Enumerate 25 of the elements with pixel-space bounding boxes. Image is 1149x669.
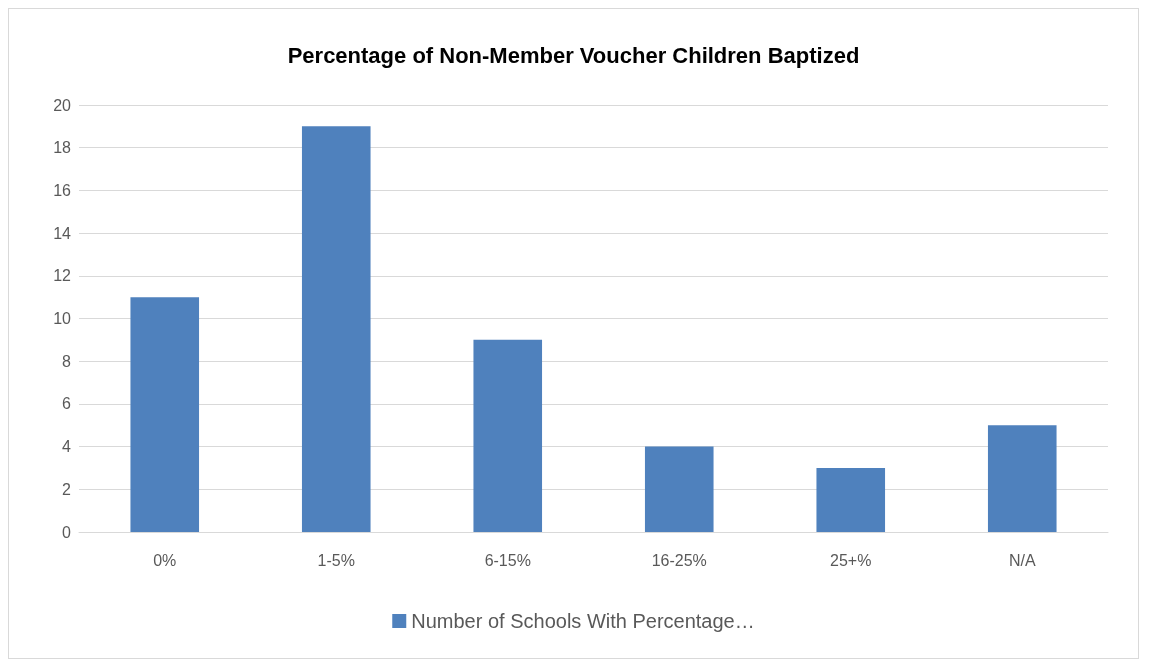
x-tick-label: 16-25% [651,551,707,569]
y-tick-label: 16 [53,181,72,199]
x-tick-label: 1-5% [317,551,355,569]
bar [644,446,714,532]
bar [816,467,886,532]
bar [987,425,1057,532]
legend-label: Number of Schools With Percentage… [411,610,755,632]
y-tick-label: 14 [53,224,72,242]
x-tick-label: 0% [153,551,177,569]
x-tick-label: N/A [1008,551,1036,569]
x-tick-label: 6-15% [484,551,531,569]
y-tick-label: 0 [62,523,72,541]
bar [473,339,543,532]
y-tick-label: 12 [53,267,72,285]
bar [301,126,371,532]
y-tick-label: 18 [53,139,72,157]
y-tick-label: 2 [62,480,72,498]
y-tick-label: 8 [62,352,72,370]
x-tick-label: 25+% [830,551,872,569]
y-tick-label: 10 [53,310,72,327]
y-tick-label: 4 [62,438,72,456]
y-tick-label: 6 [62,395,72,413]
bar [130,297,200,532]
y-tick-label: 20 [53,96,72,114]
chart-title: Percentage of Non-Member Voucher Children Baptized [287,42,860,68]
